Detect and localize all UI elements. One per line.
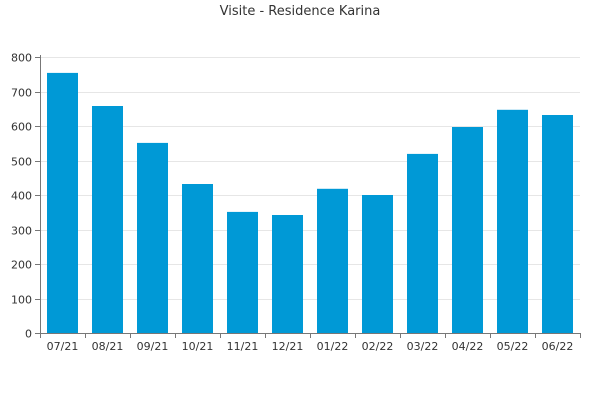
bar-01-22 [317, 188, 348, 333]
x-tick-label-03-22: 03/22 [407, 340, 439, 353]
y-tick-label-0: 0 [25, 328, 32, 341]
x-tick-label-07-21: 07/21 [47, 340, 79, 353]
x-tick-labels: 07/21 08/21 09/21 10/21 11/21 12/21 01/22 02/22… [47, 340, 574, 353]
x-tick-label-12-21: 12/21 [272, 340, 304, 353]
x-tick-label-10-21: 10/21 [182, 340, 214, 353]
bar-03-22 [407, 153, 438, 333]
axes [35, 55, 581, 338]
x-tick-label-04-22: 04/22 [452, 340, 484, 353]
bar-07-21 [47, 72, 78, 334]
grid [40, 57, 580, 300]
bars [47, 72, 573, 334]
y-tick-label-500: 500 [11, 156, 32, 169]
x-tick-label-09-21: 09/21 [137, 340, 169, 353]
chart-title: Visite - Residence Karina [220, 4, 381, 19]
y-tick-label-800: 800 [11, 52, 32, 65]
y-tick-label-700: 700 [11, 87, 32, 100]
bar-12-21 [272, 215, 303, 333]
bar-05-22 [497, 109, 528, 333]
y-tick-label-300: 300 [11, 225, 32, 238]
x-tick-label-01-22: 01/22 [317, 340, 349, 353]
x-tick-label-06-22: 06/22 [542, 340, 574, 353]
bar-09-21 [137, 142, 168, 333]
y-tick-label-600: 600 [11, 121, 32, 134]
y-tick-labels: 0 100 200 300 400 500 600 700 800 [11, 52, 32, 341]
y-tick-label-400: 400 [11, 190, 32, 203]
bar-10-21 [182, 184, 213, 333]
y-tick-label-100: 100 [11, 294, 32, 307]
bar-08-21 [92, 106, 123, 333]
bar-11-21 [227, 211, 258, 333]
x-tick-label-05-22: 05/22 [497, 340, 529, 353]
bar-04-22 [452, 127, 483, 333]
x-tick-label-02-22: 02/22 [362, 340, 394, 353]
x-tick-label-08-21: 08/21 [92, 340, 124, 353]
bar-06-22 [542, 115, 573, 333]
bar-02-22 [362, 195, 393, 333]
y-tick-label-200: 200 [11, 259, 32, 272]
x-tick-label-11-21: 11/21 [227, 340, 259, 353]
